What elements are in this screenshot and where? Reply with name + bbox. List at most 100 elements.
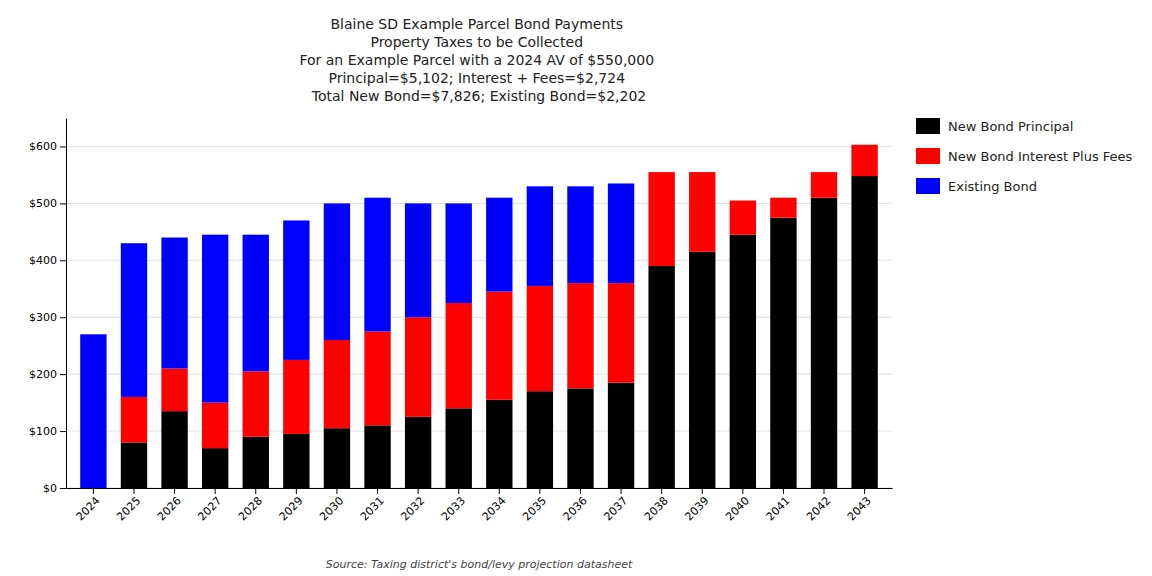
tick: $100 (29, 425, 66, 438)
bar (608, 283, 634, 383)
tick-label: $0 (43, 482, 57, 495)
bar (811, 172, 837, 198)
tick: 2042 (804, 488, 833, 523)
tick: 2033 (439, 488, 468, 523)
bar (324, 428, 350, 488)
title-line: Total New Bond=$7,826; Existing Bond=$2,… (311, 88, 647, 104)
tick-mark (60, 431, 66, 432)
legend-label: New Bond Principal (948, 119, 1073, 134)
tick-label: $500 (29, 197, 57, 210)
tick-label: 2032 (398, 494, 427, 523)
tick-label: 2034 (480, 494, 509, 523)
bar (446, 408, 472, 488)
tick-mark (418, 488, 419, 494)
bar (405, 317, 431, 417)
bar (486, 400, 512, 488)
bar (243, 235, 269, 372)
tick-label: 2029 (277, 494, 306, 523)
tick: $200 (29, 368, 66, 381)
tick-label: 2041 (764, 494, 793, 523)
tick: $0 (43, 482, 66, 495)
legend-label: Existing Bond (948, 179, 1037, 194)
tick-mark (60, 146, 66, 147)
tick-mark (60, 260, 66, 261)
tick-label: $300 (29, 311, 57, 324)
tick-mark (296, 488, 297, 494)
title: Blaine SD Example Parcel Bond Payments P… (299, 16, 658, 104)
tick: 2028 (236, 488, 265, 523)
tick: 2031 (358, 488, 387, 523)
bar (121, 442, 147, 488)
bar (730, 235, 756, 488)
tick: 2036 (561, 488, 590, 523)
grid-line (66, 374, 892, 375)
bar (80, 334, 106, 488)
tick: 2043 (845, 488, 874, 523)
tick: 2041 (764, 488, 793, 523)
tick-label: 2036 (561, 494, 590, 523)
tick: 2037 (601, 488, 630, 523)
bar (648, 172, 674, 266)
annotation: Source: Taxing district's bond/levy proj… (326, 558, 633, 571)
bar (770, 197, 796, 198)
tick-label: 2040 (723, 494, 752, 523)
bar (283, 434, 309, 488)
legend-swatch (916, 118, 940, 134)
bar (567, 388, 593, 488)
tick-mark (661, 488, 662, 494)
axis-line (67, 488, 893, 489)
title-line: For an Example Parcel with a 2024 AV of … (299, 52, 658, 68)
bar (283, 360, 309, 434)
bar (324, 340, 350, 428)
tick-label: 2038 (642, 494, 671, 523)
bar (689, 172, 715, 173)
tick-label: 2025 (114, 494, 143, 523)
bar (811, 198, 837, 488)
bar (405, 417, 431, 488)
grid-line (66, 260, 892, 261)
bar (851, 176, 877, 488)
tick: 2039 (683, 488, 712, 523)
tick-label: 2033 (439, 494, 468, 523)
tick-mark (215, 488, 216, 494)
tick-label: 2031 (358, 494, 387, 523)
tick: 2025 (114, 488, 143, 523)
title-line: Property Taxes to be Collected (370, 34, 587, 50)
axis-line (66, 119, 67, 489)
bar (730, 200, 756, 201)
tick-label: 2028 (236, 494, 265, 523)
bar-series (121, 176, 878, 488)
bar (811, 172, 837, 173)
tick-mark (864, 488, 865, 494)
tick: 2035 (520, 488, 549, 523)
tick-mark (702, 488, 703, 494)
tick-label: 2035 (520, 494, 549, 523)
tick-mark (60, 488, 66, 489)
tick-label: $400 (29, 254, 57, 267)
bar (770, 198, 796, 218)
tick-mark (580, 488, 581, 494)
bar (283, 220, 309, 359)
grid (66, 146, 892, 488)
tick-label: 2039 (683, 494, 712, 523)
bar-series (121, 145, 878, 448)
bar (121, 243, 147, 397)
tick-mark (742, 488, 743, 494)
chart: 2024202520262027202820292030203120322033… (0, 0, 1152, 576)
bar (486, 292, 512, 400)
y-axis: $0$100$200$300$400$500$600 (29, 119, 67, 496)
tick-mark (458, 488, 459, 494)
tick-mark (133, 488, 134, 494)
bar (161, 238, 187, 369)
tick-label: 2026 (155, 494, 184, 523)
grid-line (66, 488, 892, 489)
bar (851, 144, 877, 145)
tick: $300 (29, 311, 66, 324)
legend: New Bond PrincipalNew Bond Interest Plus… (916, 118, 1133, 194)
bar (648, 266, 674, 488)
tick: 2024 (74, 488, 103, 523)
bar (364, 331, 390, 425)
bar (486, 198, 512, 292)
tick-mark (336, 488, 337, 494)
bar (648, 172, 674, 173)
